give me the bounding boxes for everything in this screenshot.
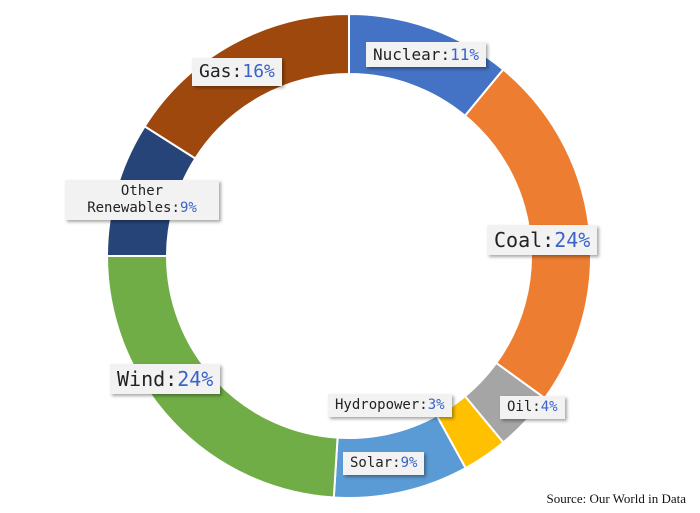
value-label: 16% [242,61,275,82]
value-label: 4% [540,399,558,415]
slice-label: Hydropower3% [328,394,452,417]
value-label: 9% [400,455,418,471]
category-label: Coal [494,228,554,252]
slice [143,12,350,160]
category-label: Wind [117,367,177,391]
category-label: Other Renewables [87,183,180,216]
slice-label: Wind24% [110,364,221,394]
slice-label: Coal24% [487,225,598,255]
value-label: 9% [179,199,197,216]
slice-label: Nuclear11% [366,42,486,68]
category-label: Hydropower [335,397,428,413]
category-label: Oil [507,399,541,415]
slice-label: Other Renewables9% [65,180,219,220]
slice-label: Solar9% [343,452,425,475]
source-note: Source: Our World in Data [546,491,686,506]
value-label: 11% [450,45,479,64]
category-label: Nuclear [373,45,450,64]
slice-label: Oil4% [500,396,565,419]
value-label: 24% [177,367,214,391]
slice-label: Gas16% [192,58,282,86]
value-label: 24% [554,228,591,252]
category-label: Solar [350,455,401,471]
category-label: Gas [199,61,242,82]
value-label: 3% [427,397,445,413]
